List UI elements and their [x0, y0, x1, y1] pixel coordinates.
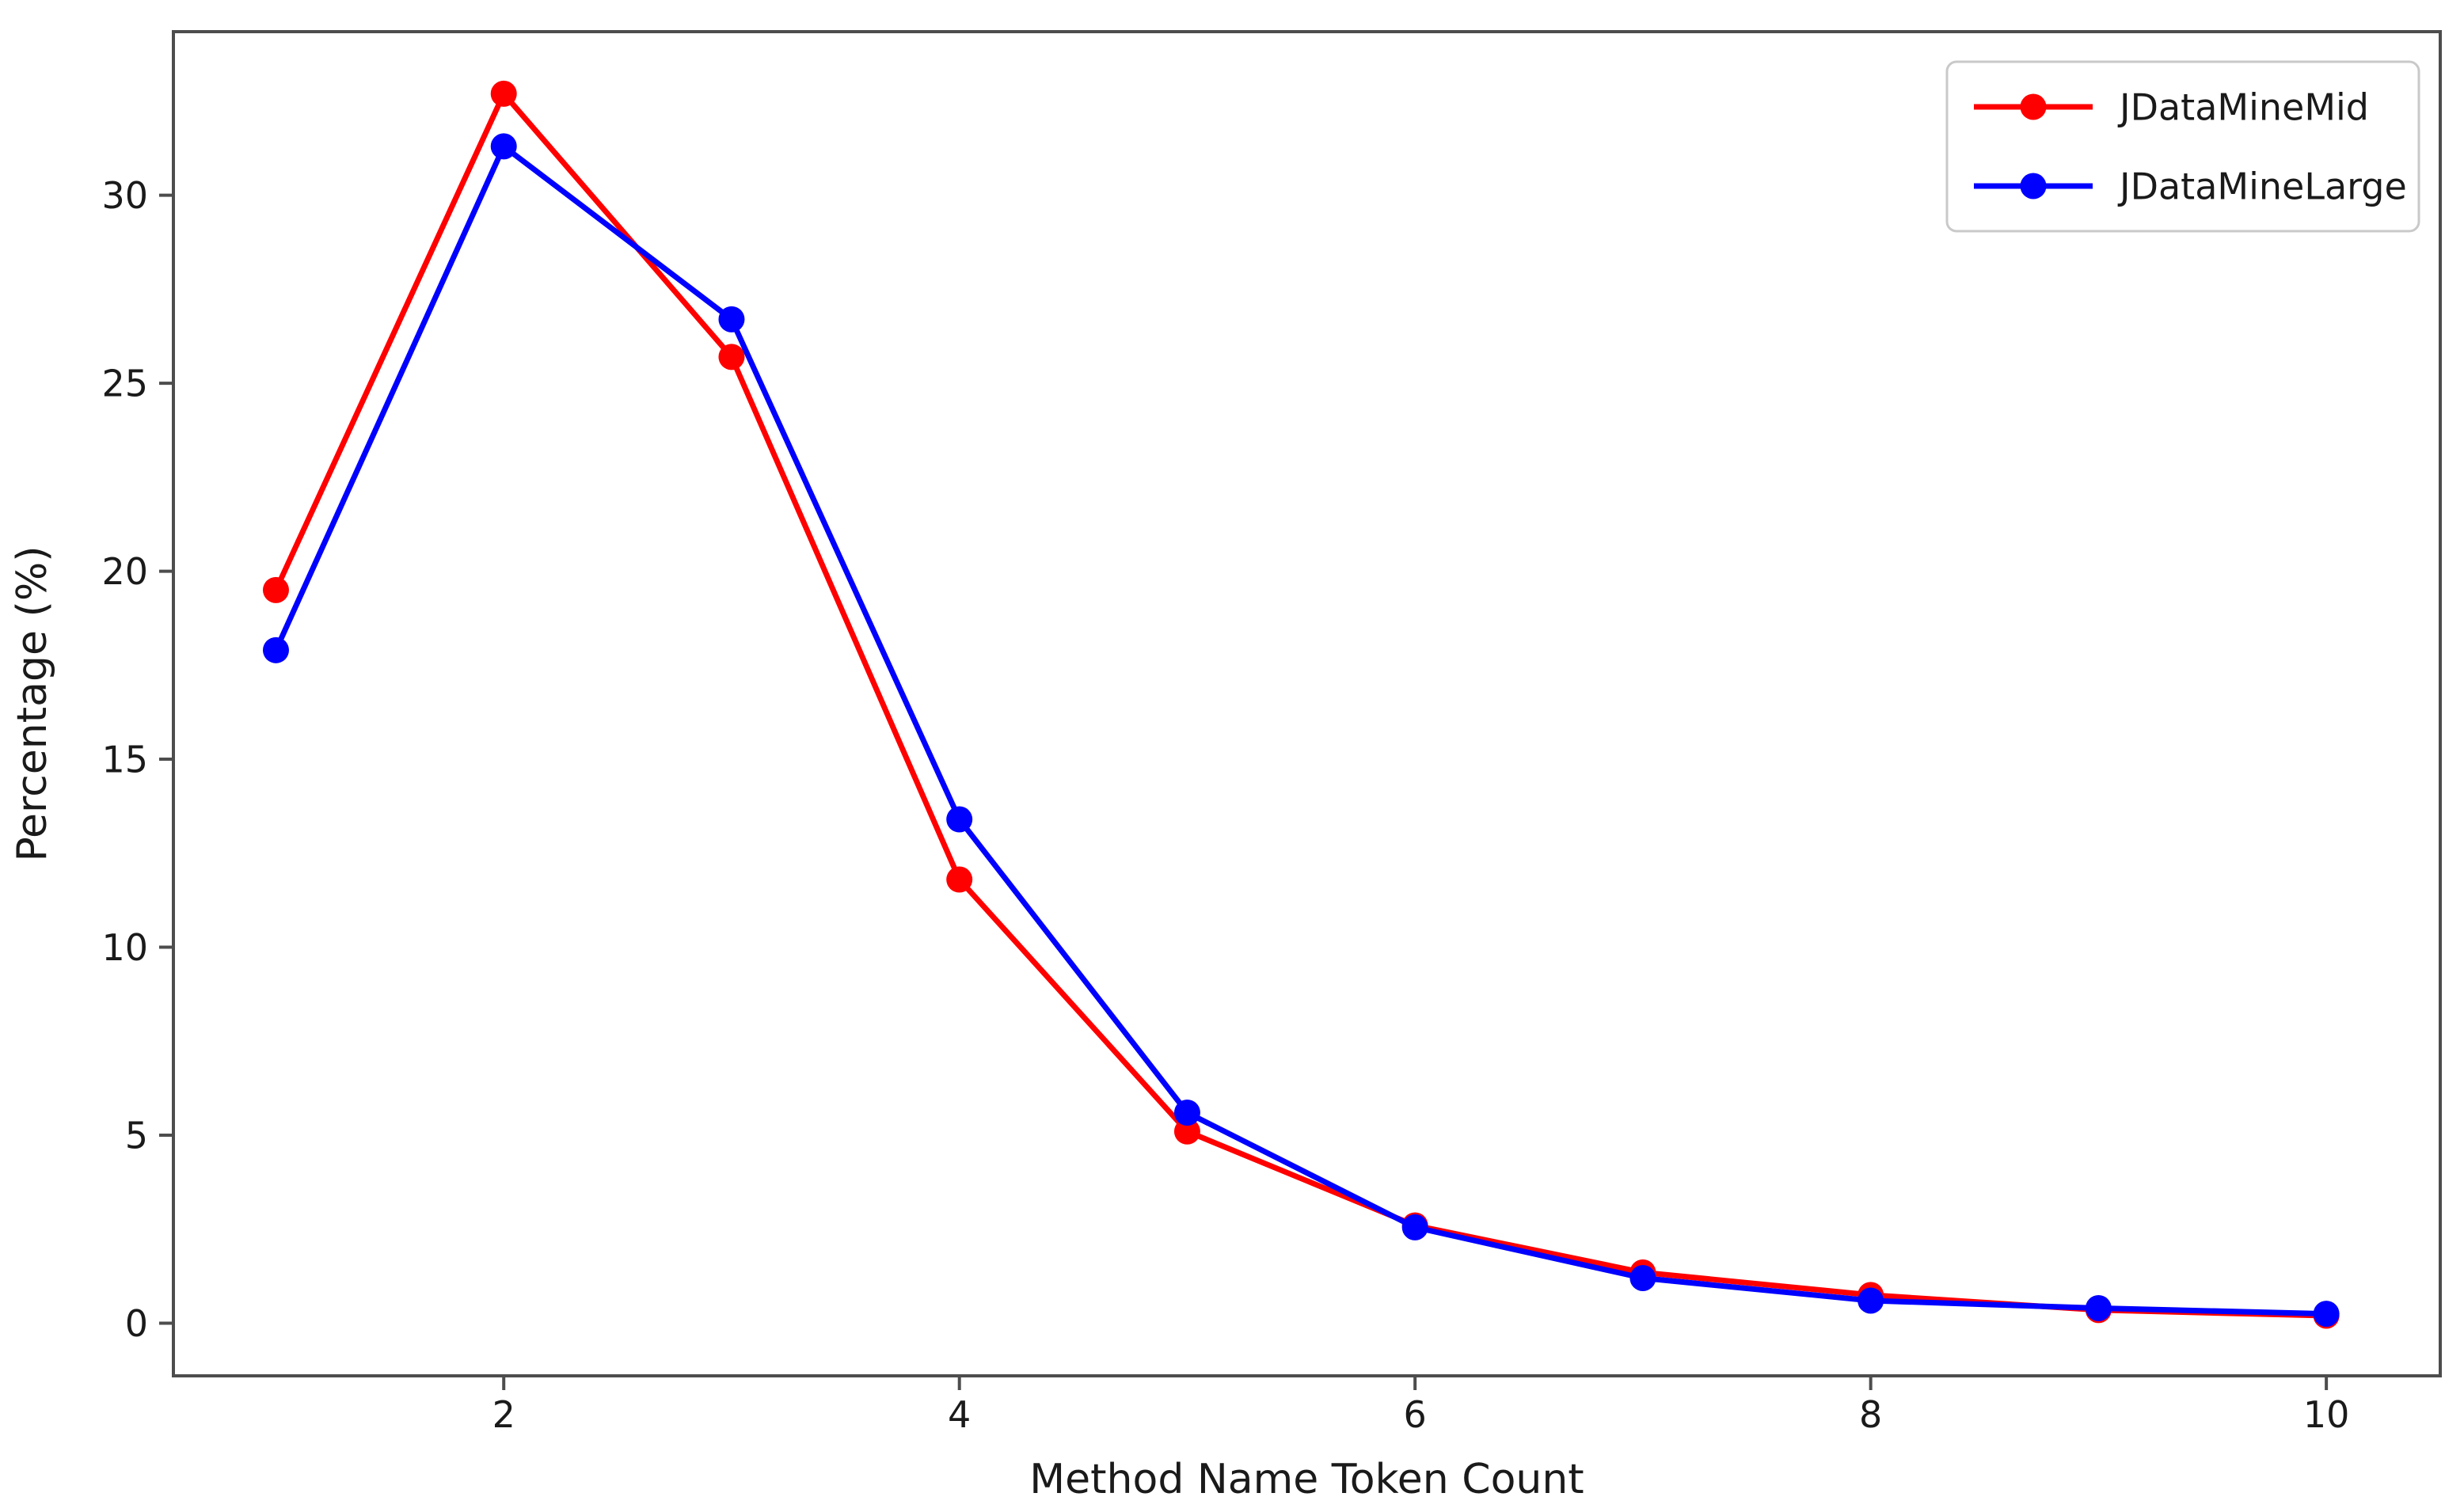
- data-point-JDataMineLarge: [262, 636, 289, 663]
- legend-label-JDataMineMid: JDataMineMid: [2117, 86, 2369, 129]
- data-point-JDataMineLarge: [1858, 1287, 1884, 1314]
- legend-marker-JDataMineLarge: [2020, 173, 2047, 199]
- data-point-JDataMineMid: [262, 576, 289, 603]
- axes-spines: [172, 30, 2442, 1377]
- y-tick-label: 10: [101, 926, 148, 969]
- x-axis-label: Method Name Token Count: [1029, 1456, 1584, 1503]
- data-point-JDataMineLarge: [1401, 1214, 1428, 1240]
- y-tick-label: 15: [101, 739, 148, 781]
- data-point-JDataMineLarge: [946, 806, 973, 833]
- y-tick-label: 25: [101, 363, 148, 405]
- y-tick-label: 20: [101, 550, 148, 593]
- legend-label-JDataMineLarge: JDataMineLarge: [2117, 165, 2407, 208]
- data-point-JDataMineMid: [946, 866, 973, 893]
- data-point-JDataMineMid: [718, 344, 745, 370]
- data-point-JDataMineMid: [1173, 1118, 1200, 1145]
- x-tick-label: 4: [948, 1393, 971, 1436]
- y-tick-label: 5: [125, 1115, 148, 1157]
- data-point-JDataMineLarge: [490, 133, 517, 160]
- x-tick-label: 2: [492, 1393, 515, 1436]
- data-point-JDataMineLarge: [2313, 1301, 2340, 1328]
- y-axis-label: Percentage (%): [9, 545, 56, 861]
- data-point-JDataMineLarge: [1173, 1100, 1200, 1126]
- data-point-JDataMineMid: [490, 80, 517, 107]
- data-point-JDataMineLarge: [1629, 1265, 1656, 1292]
- x-tick-label: 10: [2303, 1393, 2350, 1436]
- legend-marker-JDataMineMid: [2020, 93, 2047, 120]
- y-tick-label: 30: [101, 174, 148, 217]
- data-point-JDataMineLarge: [718, 306, 745, 332]
- y-tick-label: 0: [125, 1302, 148, 1345]
- x-tick-label: 6: [1404, 1393, 1427, 1436]
- data-point-JDataMineLarge: [2085, 1295, 2112, 1322]
- series-line-JDataMineLarge: [273, 143, 2327, 1317]
- x-tick-label: 8: [1859, 1393, 1882, 1436]
